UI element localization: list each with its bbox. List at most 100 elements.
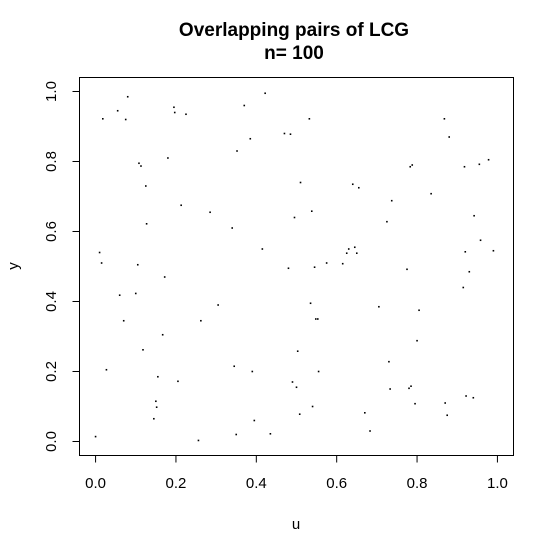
y-tick-label: 1.0 [43, 81, 60, 102]
data-point [236, 150, 238, 152]
data-point [167, 157, 169, 159]
y-tick-label: 0.2 [43, 361, 60, 382]
data-point [472, 396, 475, 399]
chart-subtitle: n= 100 [264, 43, 324, 64]
data-point [390, 199, 393, 202]
data-point [142, 349, 144, 351]
data-point [209, 211, 211, 214]
data-point [355, 252, 358, 254]
data-point [492, 249, 495, 252]
data-point [153, 417, 155, 420]
data-point [295, 386, 298, 389]
data-point [446, 414, 448, 417]
data-point [313, 266, 316, 268]
x-tick-label: 0.8 [407, 475, 428, 492]
data-point [157, 375, 159, 378]
data-point [100, 262, 103, 264]
data-point [409, 165, 412, 168]
data-point [155, 400, 157, 403]
data-point [269, 433, 272, 435]
data-point [293, 216, 296, 219]
data-point [231, 227, 234, 229]
data-point [136, 263, 139, 266]
y-tick-label: 0.0 [43, 431, 60, 452]
data-point [408, 387, 410, 390]
data-point [116, 109, 119, 112]
data-point [124, 118, 127, 121]
data-point [310, 210, 313, 212]
x-tick-label: 0.4 [246, 475, 267, 492]
data-point [105, 368, 108, 371]
y-tick-label: 0.8 [43, 151, 60, 172]
data-point [479, 239, 482, 242]
data-point [378, 305, 380, 308]
data-point [357, 186, 360, 189]
data-point [177, 380, 179, 383]
data-point [251, 370, 254, 373]
data-point [478, 163, 481, 166]
data-point [197, 439, 200, 442]
data-point [94, 435, 97, 438]
data-point [98, 251, 101, 254]
data-point [145, 185, 147, 187]
data-point [296, 350, 299, 352]
y-tick-label: 0.4 [43, 291, 60, 312]
data-point [465, 395, 467, 397]
data-point [261, 248, 264, 250]
data-point [138, 162, 140, 165]
data-point [291, 381, 294, 383]
data-point [317, 370, 320, 373]
data-point [341, 262, 344, 265]
data-point [253, 419, 256, 422]
data-point [126, 95, 129, 98]
x-tick-label: 0.6 [326, 475, 347, 492]
x-axis: 0.0 0.2 0.4 0.6 0.8 1.0 [85, 455, 508, 492]
data-point [161, 333, 164, 336]
data-point [444, 402, 446, 404]
data-point [464, 251, 467, 253]
data-point [289, 133, 292, 135]
data-point [316, 318, 319, 320]
data-point [309, 302, 312, 305]
data-point [185, 113, 187, 116]
data-point [173, 106, 175, 109]
data-point [463, 165, 466, 168]
x-tick-label: 0.0 [85, 475, 106, 492]
data-point [389, 388, 391, 390]
y-axis: 0.0 0.2 0.4 0.6 0.8 1.0 [43, 81, 80, 452]
data-point [414, 402, 416, 405]
data-point [325, 262, 328, 264]
data-point [468, 270, 471, 273]
data-point [155, 406, 158, 408]
data-point [473, 214, 475, 217]
y-axis-label: y [5, 262, 22, 270]
data-point [364, 412, 366, 414]
data-point [386, 220, 388, 223]
data-point [163, 276, 166, 278]
data-point [443, 118, 446, 120]
data-point [369, 430, 371, 432]
data-point [416, 339, 418, 342]
data-point [145, 223, 148, 225]
data-point [410, 385, 412, 387]
data-point [462, 286, 465, 289]
data-point [249, 137, 252, 140]
data-point [487, 158, 490, 161]
data-point [448, 136, 451, 138]
data-point [122, 319, 125, 322]
data-point [264, 92, 266, 95]
chart-title: Overlapping pairs of LCG [179, 20, 409, 41]
data-point [353, 246, 356, 249]
data-point [200, 319, 202, 322]
data-point [351, 183, 354, 186]
data-point [134, 292, 137, 295]
data-point [418, 309, 420, 312]
data-point [430, 192, 432, 195]
data-point [347, 248, 350, 250]
data-point [299, 181, 302, 184]
data-points [94, 92, 495, 442]
x-tick-label: 1.0 [487, 475, 508, 492]
data-point [298, 413, 301, 415]
data-point [118, 294, 121, 296]
